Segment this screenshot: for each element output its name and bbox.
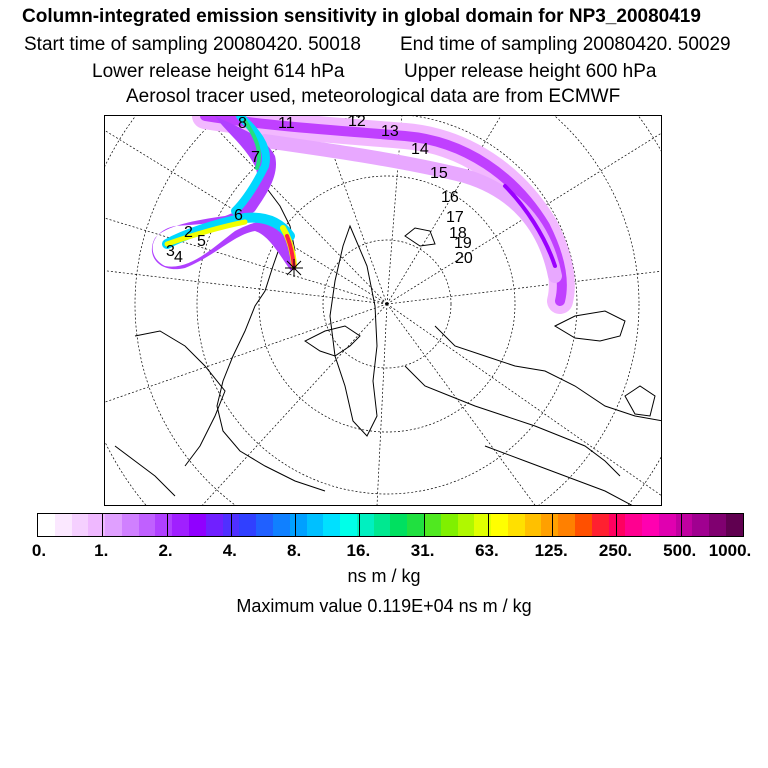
color-scale-tick-label: 4. — [222, 541, 237, 560]
latitude-circles — [105, 116, 661, 505]
start-time-label: Start time of sampling 20080420. 50018 — [24, 34, 361, 55]
color-scale-tick-label: 250. — [598, 541, 632, 560]
color-scale-cell — [407, 514, 424, 536]
color-scale-cell — [172, 514, 190, 536]
color-scale-divider — [230, 514, 232, 536]
meridian-lines — [105, 116, 661, 505]
color-scale-cell — [272, 514, 290, 536]
color-scale-cell — [239, 514, 257, 536]
day-label: 12 — [348, 116, 366, 130]
coastlines — [114, 185, 661, 505]
day-label: 5 — [197, 233, 206, 250]
color-scale-cell — [491, 514, 508, 536]
color-scale-cell — [356, 514, 374, 536]
color-scale-divider — [487, 514, 489, 536]
day-label: 8 — [238, 116, 247, 132]
color-scale-cell — [373, 514, 391, 536]
color-scale-tick-label: 8. — [286, 541, 302, 560]
color-scale-cell — [323, 514, 341, 536]
color-scale-cell — [256, 514, 273, 536]
color-scale-cell — [726, 514, 743, 536]
color-scale-cell — [675, 514, 693, 536]
color-scale-tick-label: 31. — [410, 541, 435, 560]
color-scale-cell — [558, 514, 575, 536]
color-scale-cell — [440, 514, 458, 536]
day-labels: 8 11 12 13 14 7 15 16 6 17 18 19 20 2 3 … — [166, 116, 473, 267]
color-scale-bar — [37, 513, 744, 537]
release-point — [285, 259, 303, 277]
color-scale-cell — [189, 514, 206, 536]
color-scale-cell — [138, 514, 156, 536]
lower-release-label: Lower release height 614 hPa — [92, 61, 345, 82]
color-scale-tick-label: 1000. — [708, 541, 752, 560]
info-line: Aerosol tracer used, meteorological data… — [126, 86, 621, 107]
color-scale-cell — [105, 514, 122, 536]
day-label: 14 — [411, 141, 429, 158]
map-canvas: 8 11 12 13 14 7 15 16 6 17 18 19 20 2 3 … — [105, 116, 661, 505]
color-scale-cell — [457, 514, 475, 536]
day-label: 7 — [251, 149, 260, 166]
color-scale-cell — [658, 514, 676, 536]
color-scale-cell — [507, 514, 525, 536]
color-scale-cell — [591, 514, 609, 536]
color-scale-tick-label: 0. — [31, 541, 47, 560]
color-scale-divider — [616, 514, 618, 536]
color-scale-cell — [474, 514, 492, 536]
color-scale-cell — [709, 514, 727, 536]
color-scale-cell — [88, 514, 106, 536]
color-scale-cell — [340, 514, 357, 536]
color-scale-divider — [295, 514, 297, 536]
color-scale-cell — [155, 514, 173, 536]
color-scale-cell — [205, 514, 223, 536]
color-scale-divider — [359, 514, 361, 536]
color-scale-cell — [575, 514, 592, 536]
day-label: 6 — [234, 207, 243, 224]
day-label: 4 — [174, 249, 183, 266]
color-scale-cell — [390, 514, 408, 536]
color-scale-tick-label: 63. — [475, 541, 499, 560]
day-label: 2 — [184, 224, 193, 241]
color-scale-cell — [121, 514, 139, 536]
units-label: ns m / kg — [347, 566, 421, 586]
color-scale-cell — [692, 514, 710, 536]
color-scale-tick-label: 500. — [663, 541, 697, 560]
color-scale-cell — [625, 514, 643, 536]
color-scale-cell — [71, 514, 89, 536]
color-scale-cell — [54, 514, 72, 536]
color-scale-cell — [306, 514, 324, 536]
color-scale-cell — [524, 514, 542, 536]
day-label: 20 — [455, 250, 473, 267]
upper-release-label: Upper release height 600 hPa — [404, 61, 657, 82]
color-scale-cell — [289, 514, 307, 536]
plume-arc — [192, 116, 575, 314]
day-label: 15 — [430, 165, 448, 182]
day-label: 3 — [166, 243, 175, 260]
day-label: 11 — [278, 116, 295, 132]
color-scale-divider — [423, 514, 425, 536]
color-scale-tick-label: 1. — [94, 541, 109, 560]
color-scale-cell — [423, 514, 441, 536]
polar-map: 8 11 12 13 14 7 15 16 6 17 18 19 20 2 3 … — [104, 115, 662, 506]
color-scale-tick-label: 16. — [346, 541, 371, 560]
color-scale-divider — [102, 514, 104, 536]
max-value-label: Maximum value 0.119E+04 ns m / kg — [236, 596, 532, 616]
color-scale-cell — [38, 514, 55, 536]
day-label: 17 — [446, 209, 464, 226]
color-scale-divider — [552, 514, 554, 536]
end-time-label: End time of sampling 20080420. 50029 — [400, 34, 731, 55]
day-label: 19 — [454, 235, 472, 252]
color-scale-tick-label: 125. — [534, 541, 568, 560]
color-scale-cell — [541, 514, 559, 536]
color-scale-divider — [166, 514, 168, 536]
color-scale-cell — [642, 514, 659, 536]
color-scale-divider — [680, 514, 682, 536]
day-label: 16 — [441, 189, 459, 206]
page-title: Column-integrated emission sensitivity i… — [22, 6, 701, 27]
day-label: 13 — [381, 123, 399, 140]
day-label: 18 — [449, 225, 467, 242]
color-scale-tick-label: 2. — [158, 541, 173, 560]
